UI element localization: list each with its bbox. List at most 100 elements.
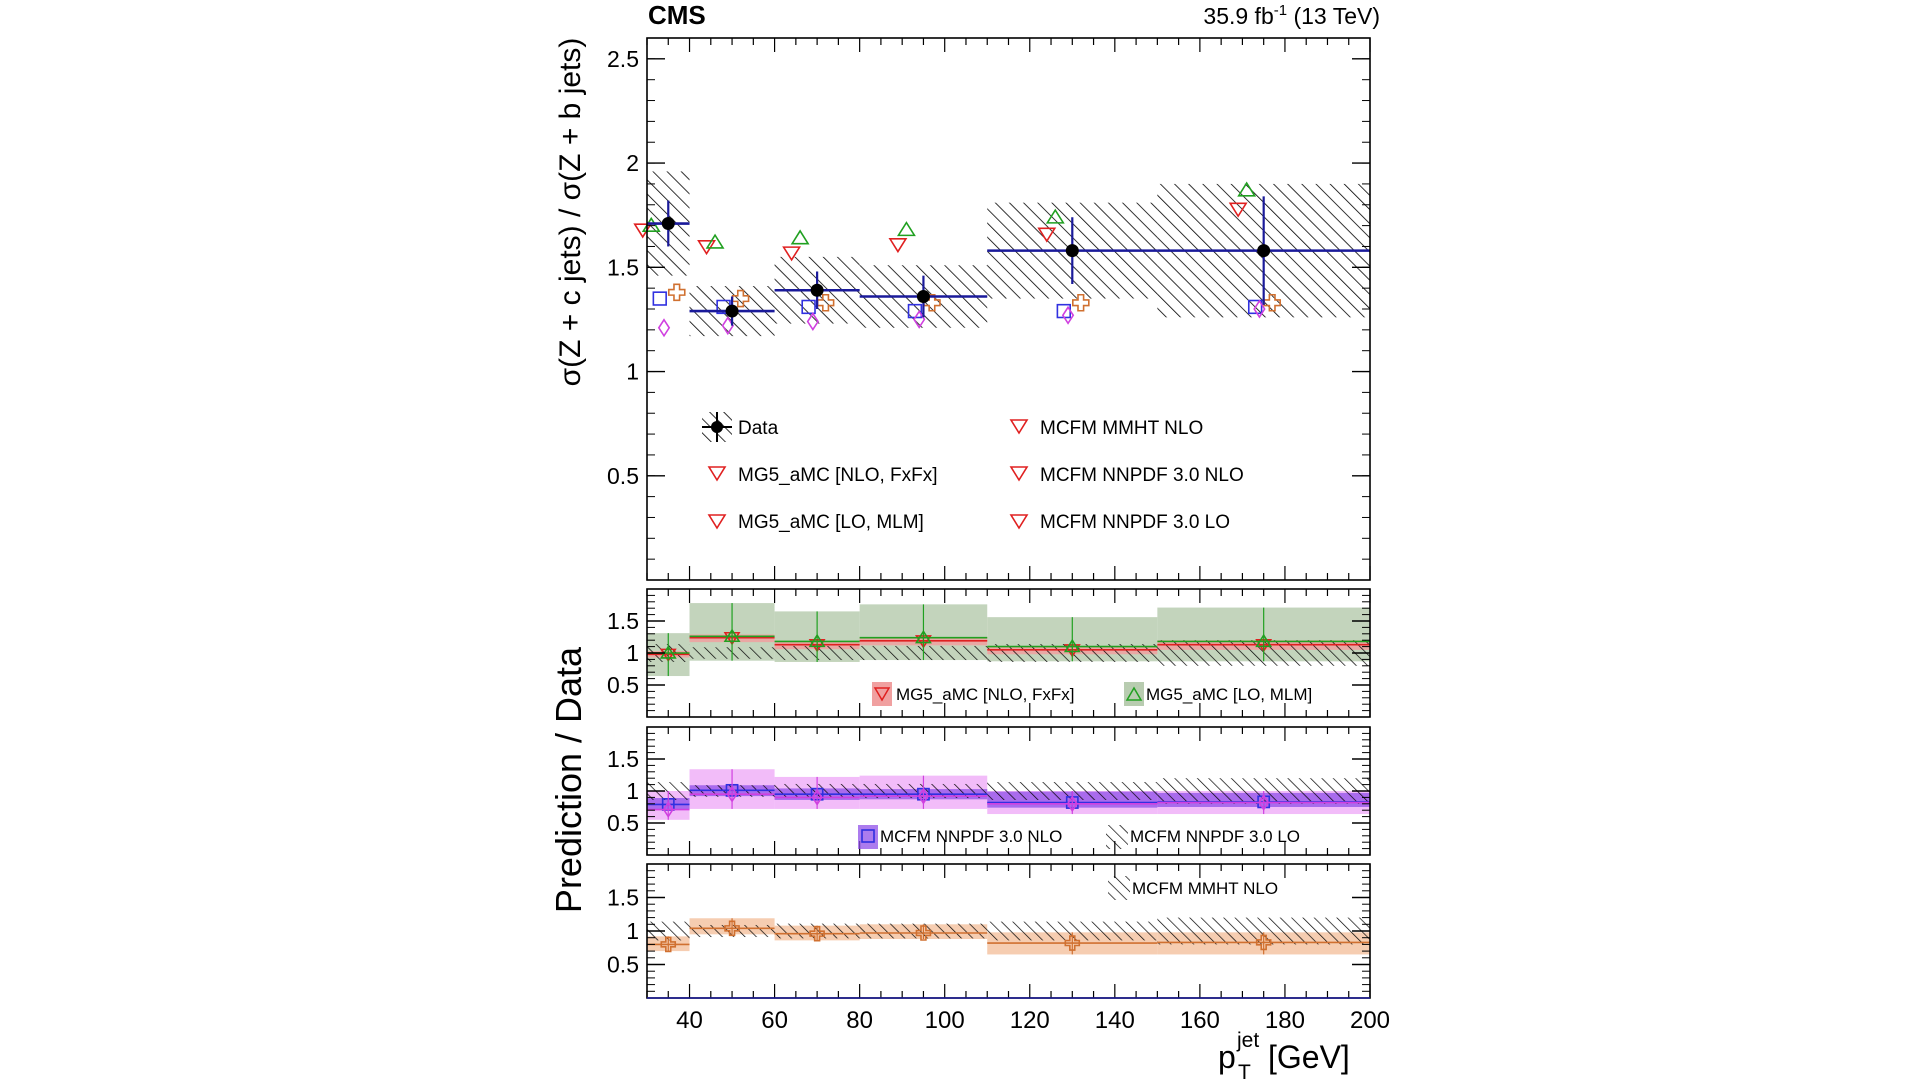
legend-mcfm-nnpdf-nlo-marker	[1009, 466, 1029, 482]
ratio-y-axis-title: Prediction / Data	[548, 646, 589, 913]
ratio1-pred-point	[914, 629, 932, 644]
legend-mcfm-mmht-marker	[1009, 419, 1029, 435]
top-point-cross	[1072, 293, 1090, 312]
x-tick-label: 120	[1010, 1007, 1050, 1034]
x-axis-title-sup: jet	[1236, 1029, 1259, 1052]
x-tick-label: 140	[1095, 1007, 1135, 1034]
top-ytick-label: 1.5	[607, 254, 639, 280]
main-panel: 0.5 1 1.5 2 2.5	[607, 37, 1371, 581]
top-point-square	[801, 299, 816, 315]
legend-r3-hatch	[1108, 876, 1130, 900]
x-tick-label: 100	[925, 1007, 965, 1034]
legend-r1-lo-label: MG5_aMC [LO, MLM]	[1146, 685, 1312, 704]
legend-r1-lo-band	[1124, 682, 1144, 706]
top-point-diamond	[657, 318, 671, 338]
top-point-triangle-down	[1037, 227, 1057, 243]
x-tick-label: 80	[846, 1007, 873, 1034]
legend-mcfm-nnpdf-nlo-label: MCFM NNPDF 3.0 NLO	[1040, 465, 1244, 486]
ratio-panel-mcfm-mmht: 0.5 1 1.5	[607, 863, 1371, 999]
ratio1-pred-point	[1255, 633, 1273, 648]
legend-r1-nlo-band	[872, 682, 892, 706]
ratio1-ytick-label: 1	[626, 640, 639, 666]
x-axis-title: p jet T [GeV]	[1218, 1029, 1350, 1080]
data-point	[916, 289, 930, 303]
data-point	[725, 304, 739, 318]
ratio2-ytick-label: 1.5	[607, 746, 639, 772]
ratio1-pred-point	[808, 633, 826, 648]
ratio2-pred-point	[811, 788, 823, 806]
legend-data-entry: Data	[702, 412, 779, 442]
legend-mcfm-mmht-label: MCFM MMHT NLO	[1040, 418, 1203, 439]
top-point-triangle-up	[790, 229, 810, 245]
ratio2-pred-point	[917, 787, 929, 805]
legend-data-marker	[711, 421, 723, 433]
top-point-triangle-up	[705, 233, 725, 249]
top-point-cross	[731, 289, 750, 308]
top-point-cross	[667, 283, 686, 302]
legend-data-label: Data	[738, 418, 779, 439]
ratio2-pred-point	[1258, 794, 1270, 811]
legend-mg5-nlo-marker	[707, 466, 727, 482]
top-legend: Data MG5_aMC [NLO, FxFx] MG5_aMC [LO, ML…	[702, 412, 1244, 533]
data-point	[1257, 244, 1271, 258]
ratio1-legend: MG5_aMC [NLO, FxFx] MG5_aMC [LO, MLM]	[872, 682, 1312, 706]
top-ytick-label: 2.5	[607, 46, 639, 72]
ratio1-ytick-label: 1.5	[607, 608, 639, 634]
top-ytick-label: 1	[626, 359, 639, 385]
ratio1-pred-point	[723, 628, 741, 643]
legend-mg5-lo-marker	[707, 514, 727, 530]
ratio2-pred-point	[726, 785, 738, 803]
top-point-triangle-up	[1237, 181, 1257, 197]
ratio-panel-mcfm-nnpdf: 0.5 1 1.5	[607, 726, 1371, 856]
top-y-axis-title: σ(Z + c jets) / σ(Z + b jets)	[554, 38, 587, 387]
ratio1-ytick-label: 0.5	[607, 672, 639, 698]
x-axis-title-unit: [GeV]	[1268, 1039, 1350, 1075]
legend-mg5-nlo-entry: MG5_aMC [NLO, FxFx]	[707, 465, 938, 486]
ratio3-pred-point	[809, 925, 825, 942]
top-point-square	[1247, 299, 1263, 315]
ratio-panel-mg5: 0.5 1 1.5	[607, 588, 1371, 718]
x-tick-label: 40	[676, 1007, 703, 1034]
top-ytick-label: 0.5	[607, 463, 639, 489]
top-point-triangle-down	[782, 246, 802, 262]
ratio3-ytick-label: 0.5	[607, 952, 639, 978]
ratio3-pred-point	[915, 925, 932, 941]
legend-r2-lo-hatch	[1106, 825, 1128, 849]
x-axis: 40 60 80 100 120 140 160 180 200	[647, 997, 1390, 1034]
ratio3-legend: MCFM MMHT NLO	[1108, 876, 1278, 900]
top-point-diamond	[806, 312, 820, 331]
legend-mg5-nlo-label: MG5_aMC [NLO, FxFx]	[738, 465, 938, 486]
legend-mcfm-nnpdf-lo-label: MCFM NNPDF 3.0 LO	[1040, 512, 1230, 533]
top-point-diamond	[1253, 299, 1266, 319]
legend-r1-lo-marker	[1125, 686, 1143, 701]
legend-mg5-lo-entry: MG5_aMC [LO, MLM]	[707, 512, 924, 533]
ratio2-pred-point	[662, 801, 674, 819]
luminosity-prefix: 35.9 fb	[1203, 3, 1273, 29]
ratio2-pred-point	[1066, 795, 1078, 813]
ratio3-ytick-label: 1.5	[607, 885, 639, 911]
luminosity-label: 35.9 fb-1 (13 TeV)	[1203, 2, 1380, 29]
ratio2-ytick-label: 1	[626, 778, 639, 804]
legend-r3-label: MCFM MMHT NLO	[1132, 879, 1278, 898]
legend-r2-lo-label: MCFM NNPDF 3.0 LO	[1130, 827, 1300, 846]
ratio3-pred-point	[1064, 935, 1081, 951]
legend-r2-nlo-band	[858, 825, 878, 849]
top-point-square	[652, 291, 667, 306]
top-point-triangle-up	[1045, 208, 1065, 224]
top-point-triangle-up	[896, 221, 916, 237]
legend-r1-nlo-marker	[873, 687, 891, 702]
x-tick-label: 200	[1350, 1007, 1390, 1034]
legend-mcfm-nnpdf-nlo-entry: MCFM NNPDF 3.0 NLO	[1009, 465, 1244, 486]
ratio3-ytick-label: 1	[626, 918, 639, 944]
top-point-triangle-down	[1228, 202, 1248, 218]
legend-mg5-lo-label: MG5_aMC [LO, MLM]	[738, 512, 924, 533]
luminosity-exponent: -1	[1274, 2, 1287, 19]
data-point	[810, 283, 824, 297]
top-ytick-label: 2	[626, 150, 639, 176]
ratio3-data-hatch	[647, 921, 690, 941]
legend-mcfm-nnpdf-lo-marker	[1009, 514, 1029, 530]
ratio3-pred-point	[724, 920, 740, 937]
legend-r1-nlo-label: MG5_aMC [NLO, FxFx]	[896, 685, 1075, 704]
legend-r2-nlo-label: MCFM NNPDF 3.0 NLO	[880, 827, 1062, 846]
